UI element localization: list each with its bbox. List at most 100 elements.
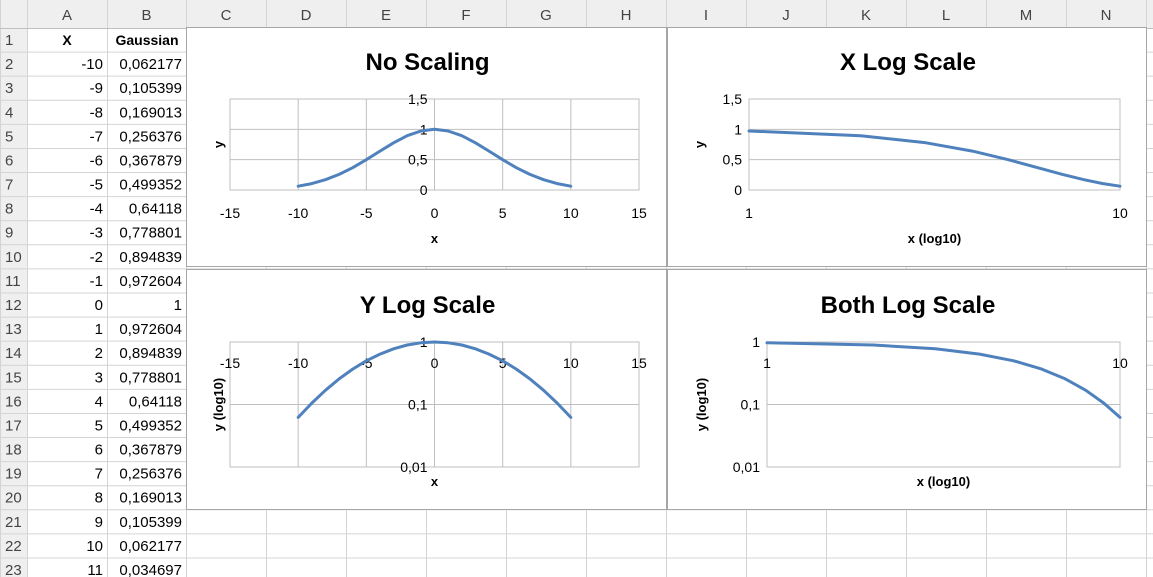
x-tick-label: 5 <box>499 205 507 221</box>
cell-gaussian-value[interactable]: 0,778801 <box>119 369 182 386</box>
cell-x-value[interactable]: 10 <box>86 538 103 555</box>
column-header-l[interactable]: L <box>942 7 950 24</box>
cell-gaussian-value[interactable]: 0,062177 <box>119 56 182 73</box>
cell-x-value[interactable]: -4 <box>90 201 103 218</box>
row-header-9[interactable]: 9 <box>5 225 13 242</box>
y-tick-label: 1,5 <box>408 91 428 107</box>
column-header-k[interactable]: K <box>861 7 871 24</box>
column-header-i[interactable]: I <box>704 7 708 24</box>
row-header-11[interactable]: 11 <box>5 273 21 290</box>
row-header-23[interactable]: 23 <box>5 562 22 577</box>
row-header-2[interactable]: 2 <box>5 56 13 73</box>
x-axis-label: x (log10) <box>908 231 961 246</box>
cell-x-value[interactable]: 5 <box>95 417 103 434</box>
cell-x-value[interactable]: -3 <box>90 225 103 242</box>
row-header-22[interactable]: 22 <box>5 538 22 555</box>
row-header-1[interactable]: 1 <box>5 32 13 49</box>
row-header-7[interactable]: 7 <box>5 177 13 194</box>
cell-x-value[interactable]: 2 <box>95 345 103 362</box>
row-header-13[interactable]: 13 <box>5 321 22 338</box>
cell-gaussian-value[interactable]: 0,367879 <box>119 152 182 169</box>
cell-x-value[interactable]: -2 <box>90 249 103 266</box>
cell-x-value[interactable]: 1 <box>95 321 103 338</box>
y-tick-label: 0,1 <box>408 397 428 413</box>
x-tick-label: 10 <box>563 355 579 371</box>
cell-gaussian-value[interactable]: 0,105399 <box>119 514 182 531</box>
row-header-3[interactable]: 3 <box>5 80 13 97</box>
cell-x-value[interactable]: 7 <box>95 466 103 483</box>
cell-gaussian-value[interactable]: 0,499352 <box>119 417 182 434</box>
column-header-n[interactable]: N <box>1101 7 1112 24</box>
cell-gaussian-value[interactable]: 1 <box>174 297 182 314</box>
x-axis-label: x <box>431 474 439 489</box>
chart-no-scaling[interactable]: 0 0,5 1 1,5 -15 -10 -5 0 5 10 15 No Scaling x y <box>186 27 667 267</box>
x-tick-label: 10 <box>1112 355 1128 371</box>
row-header-8[interactable]: 8 <box>5 201 13 218</box>
column-header-h[interactable]: H <box>621 7 632 24</box>
column-header-b[interactable]: B <box>141 7 151 24</box>
cell-gaussian-value[interactable]: 0,256376 <box>119 466 182 483</box>
cell-gaussian-value[interactable]: 0,062177 <box>119 538 182 555</box>
x-tick-label: 15 <box>631 205 647 221</box>
row-header-21[interactable]: 21 <box>5 514 22 531</box>
row-header-16[interactable]: 16 <box>5 393 22 410</box>
cell-gaussian-value[interactable]: 0,256376 <box>119 128 182 145</box>
cell-b1[interactable]: Gaussian <box>115 32 178 48</box>
row-header-17[interactable]: 17 <box>5 417 22 434</box>
row-header-14[interactable]: 14 <box>5 345 22 362</box>
row-header-4[interactable]: 4 <box>5 104 13 121</box>
row-header-20[interactable]: 20 <box>5 490 22 507</box>
cell-gaussian-value[interactable]: 0,499352 <box>119 177 182 194</box>
cell-gaussian-value[interactable]: 0,105399 <box>119 80 182 97</box>
cell-gaussian-value[interactable]: 0,894839 <box>119 345 182 362</box>
column-header-g[interactable]: G <box>540 7 552 24</box>
column-header-f[interactable]: F <box>461 7 470 24</box>
chart-both-log-scale[interactable]: 0,01 0,1 1 1 10 Both Log Scale x (log10) y (log… <box>667 269 1147 510</box>
row-header-12[interactable]: 12 <box>5 297 22 314</box>
cell-x-value[interactable]: -6 <box>90 152 103 169</box>
cell-x-value[interactable]: -9 <box>90 80 103 97</box>
column-header-e[interactable]: E <box>381 7 391 24</box>
cell-gaussian-value[interactable]: 0,894839 <box>119 249 182 266</box>
chart-y-log-scale[interactable]: 0,01 0,1 1 -15 -10 -5 0 5 10 15 Y Log Scale x y (log… <box>186 269 667 510</box>
x-tick-label: 1 <box>763 355 771 371</box>
column-header-c[interactable]: C <box>221 7 232 24</box>
cell-gaussian-value[interactable]: 0,034697 <box>119 562 182 577</box>
cell-gaussian-value[interactable]: 0,972604 <box>119 321 182 338</box>
row-header-15[interactable]: 15 <box>5 369 22 386</box>
chart-x-log-scale[interactable]: 0 0,5 1 1,5 1 10 X Log Scale x (log10) y <box>667 27 1147 267</box>
column-header-m[interactable]: M <box>1020 7 1033 24</box>
cell-gaussian-value[interactable]: 0,972604 <box>119 273 182 290</box>
cell-x-value[interactable]: 9 <box>95 514 103 531</box>
cell-x-value[interactable]: 0 <box>95 297 103 314</box>
row-header-10[interactable]: 10 <box>5 249 22 266</box>
cell-x-value[interactable]: -10 <box>81 56 103 73</box>
row-header-19[interactable]: 19 <box>5 466 22 483</box>
cell-x-value[interactable]: -7 <box>90 128 103 145</box>
row-header-18[interactable]: 18 <box>5 442 22 459</box>
cell-x-value[interactable]: 3 <box>95 369 103 386</box>
cell-x-value[interactable]: -1 <box>90 273 103 290</box>
cell-a1[interactable]: X <box>62 32 72 48</box>
cell-x-value[interactable]: 11 <box>87 562 103 577</box>
cell-x-value[interactable]: -5 <box>90 177 103 194</box>
cell-gaussian-value[interactable]: 0,367879 <box>119 442 182 459</box>
y-tick-label: 0 <box>420 182 428 198</box>
cell-x-value[interactable]: -8 <box>90 104 103 121</box>
cell-x-value[interactable]: 8 <box>95 490 103 507</box>
cell-gaussian-value[interactable]: 0,169013 <box>119 104 182 121</box>
cell-gaussian-value[interactable]: 0,64118 <box>129 393 182 410</box>
cell-gaussian-value[interactable]: 0,778801 <box>119 225 182 242</box>
chart-title: No Scaling <box>365 49 489 76</box>
series-line <box>296 127 573 188</box>
cell-gaussian-value[interactable]: 0,169013 <box>119 490 182 507</box>
row-header-6[interactable]: 6 <box>5 152 13 169</box>
cell-x-value[interactable]: 4 <box>95 393 103 410</box>
cell-x-value[interactable]: 6 <box>95 442 103 459</box>
column-header-a[interactable]: A <box>62 7 72 24</box>
column-header-j[interactable]: J <box>782 7 790 24</box>
cell-gaussian-value[interactable]: 0,64118 <box>129 201 182 218</box>
x-tick-label: 10 <box>563 205 579 221</box>
column-header-d[interactable]: D <box>301 7 312 24</box>
row-header-5[interactable]: 5 <box>5 128 13 145</box>
